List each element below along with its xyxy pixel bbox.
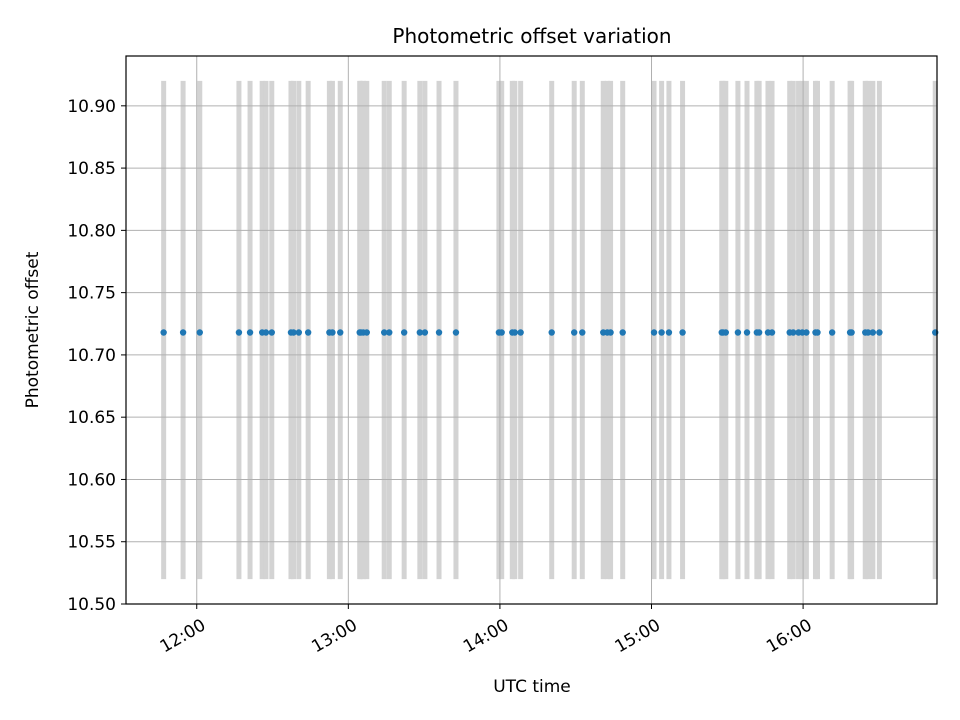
y-tick-label: 10.75 bbox=[67, 284, 116, 304]
data-point bbox=[570, 329, 578, 336]
plot-frame bbox=[125, 55, 938, 605]
data-point bbox=[658, 329, 665, 336]
data-point bbox=[295, 329, 303, 336]
data-point bbox=[179, 329, 187, 336]
y-tick-label: 10.90 bbox=[67, 97, 116, 117]
data-point bbox=[790, 329, 797, 336]
x-tick-label: 14:00 bbox=[460, 615, 512, 657]
data-point bbox=[607, 329, 614, 336]
x-tick-label: 16:00 bbox=[763, 615, 815, 657]
data-point bbox=[755, 329, 763, 336]
data-point bbox=[435, 329, 443, 336]
data-point bbox=[848, 329, 855, 336]
data-point bbox=[262, 329, 270, 336]
x-axis-label: UTC time bbox=[493, 677, 571, 697]
data-point bbox=[768, 329, 776, 336]
data-point bbox=[304, 329, 312, 336]
y-tick-label: 10.55 bbox=[67, 533, 116, 553]
data-point bbox=[679, 329, 686, 336]
data-point bbox=[268, 329, 275, 336]
data-points-layer bbox=[160, 329, 939, 336]
data-point bbox=[329, 329, 336, 336]
data-point bbox=[517, 329, 524, 336]
data-point bbox=[290, 329, 297, 336]
y-tick-label: 10.85 bbox=[67, 159, 116, 179]
data-point bbox=[579, 329, 586, 336]
data-point bbox=[235, 329, 243, 336]
y-tick-label: 10.70 bbox=[67, 346, 116, 366]
data-point bbox=[421, 329, 429, 336]
data-point bbox=[803, 329, 810, 336]
data-point bbox=[416, 329, 424, 336]
data-point bbox=[650, 329, 658, 336]
data-point bbox=[665, 329, 673, 336]
data-point bbox=[452, 329, 460, 336]
x-tick-label: 15:00 bbox=[612, 615, 664, 657]
y-tick-label: 10.65 bbox=[67, 408, 116, 428]
y-tick-label: 10.80 bbox=[67, 221, 116, 241]
data-point bbox=[869, 329, 877, 336]
y-tick-label: 10.60 bbox=[67, 470, 116, 490]
data-point bbox=[722, 329, 729, 336]
data-point bbox=[511, 329, 519, 336]
data-point bbox=[246, 329, 254, 336]
data-point bbox=[381, 329, 388, 336]
data-point bbox=[734, 329, 742, 336]
data-point bbox=[876, 329, 883, 336]
data-point bbox=[363, 329, 370, 336]
x-tick-label: 12:00 bbox=[157, 615, 209, 657]
data-point bbox=[498, 329, 505, 336]
data-point bbox=[386, 329, 393, 336]
y-axis-label: Photometric offset bbox=[23, 251, 43, 408]
x-tick-label: 13:00 bbox=[308, 615, 360, 657]
data-point bbox=[814, 329, 821, 336]
data-point bbox=[196, 329, 203, 336]
data-point bbox=[548, 329, 555, 336]
data-point bbox=[400, 329, 408, 336]
data-point bbox=[619, 329, 626, 336]
data-point bbox=[864, 329, 872, 336]
data-point bbox=[160, 329, 167, 336]
data-point bbox=[337, 329, 344, 336]
data-point bbox=[828, 329, 836, 336]
data-point bbox=[743, 329, 751, 336]
chart-title: Photometric offset variation bbox=[392, 24, 671, 48]
y-tick-label: 10.50 bbox=[67, 595, 116, 615]
